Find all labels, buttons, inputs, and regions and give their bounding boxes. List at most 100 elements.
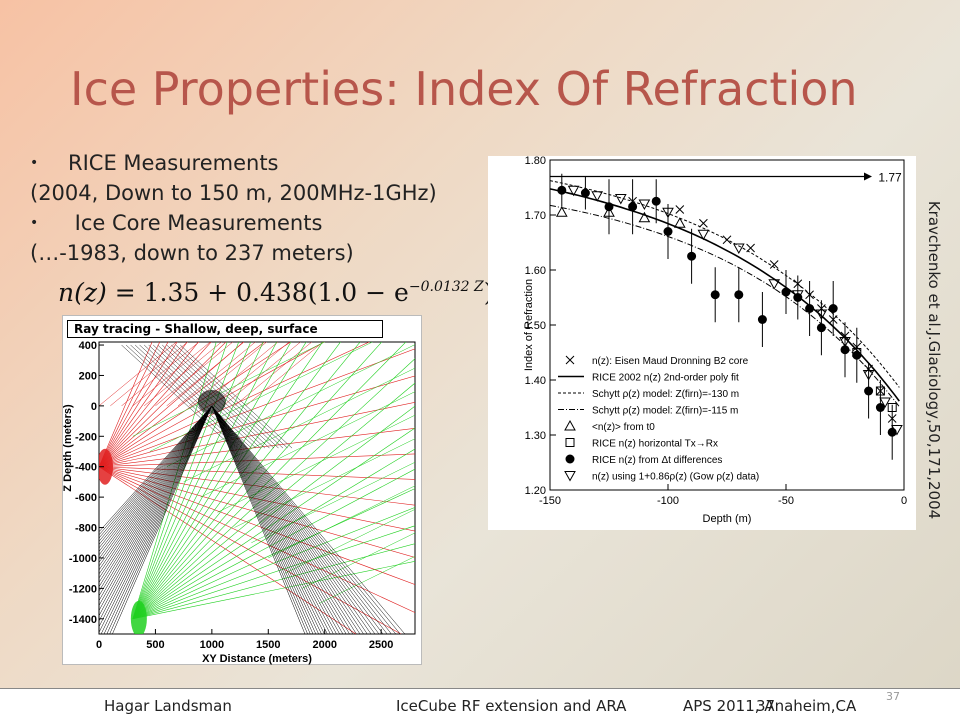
y-tick-label: 1.40 <box>525 375 546 387</box>
ray-surface <box>211 405 325 634</box>
ray-deep <box>132 342 383 619</box>
point-dt <box>875 403 885 412</box>
ray-shallow <box>177 342 256 407</box>
legend-label: <n(z)> from t0 <box>592 422 655 433</box>
formula-lhs: n(z) <box>58 278 107 307</box>
ray-surface <box>103 405 213 634</box>
ray-shallow <box>99 342 161 467</box>
bullet-subtext: (2004, Down to 150 m, 200MHz-1GHz) <box>30 181 437 205</box>
y-tick-label: 1.80 <box>525 156 546 167</box>
point-eisen <box>628 196 637 206</box>
ray-surface <box>99 405 213 602</box>
x-axis-label: XY Distance (meters) <box>202 653 312 665</box>
point-gow <box>638 199 651 211</box>
legend-label: Schytt ρ(z) model: Z(firn)=-130 m <box>592 389 739 400</box>
ray-surface <box>99 405 213 583</box>
legend-label: n(z): Eisen Maud Dronning B2 core <box>592 356 749 367</box>
bullet-item: • RICE Measurements (2004, Down to 150 m,… <box>30 148 437 208</box>
bullet-text: RICE Measurements <box>68 151 279 175</box>
ray-tracing-title: Ray tracing - Shallow, deep, surface <box>67 320 383 338</box>
curve-schytt-115 <box>549 204 900 408</box>
ray-surface <box>99 405 213 622</box>
legend-label: n(z) using 1+0.86ρ(z) (Gow ρ(z) data) <box>592 472 759 483</box>
ray-deep <box>132 427 415 620</box>
point-gow <box>732 243 745 255</box>
ray-surface <box>211 405 328 634</box>
curve-schytt-130 <box>549 180 900 388</box>
legend-symbol <box>564 419 576 431</box>
ray-surface <box>99 405 213 628</box>
ray-deep <box>132 342 361 619</box>
ray-deep <box>132 382 415 620</box>
point-gow <box>591 191 604 202</box>
ray-deep <box>132 342 217 619</box>
point-dt <box>781 287 791 297</box>
ray-shallow <box>99 342 244 467</box>
ray-surface <box>211 405 364 634</box>
legend-symbol <box>565 438 575 447</box>
y-tick-label: 1.70 <box>525 210 546 222</box>
ray-deep <box>132 342 323 619</box>
point-dt <box>864 386 874 396</box>
ray-surface <box>134 344 248 449</box>
y-tick-label: -600 <box>75 492 97 504</box>
ray-deep <box>251 461 415 543</box>
point-eisen <box>840 331 850 341</box>
x-tick-label: 1500 <box>256 639 280 651</box>
ray-surface <box>211 405 388 634</box>
x-tick-label: 0 <box>96 639 102 651</box>
ray-surface <box>99 405 213 536</box>
y-tick-label: 1.30 <box>525 430 546 442</box>
point-eisen <box>793 279 803 289</box>
legend-symbol <box>565 454 575 464</box>
ray-surface <box>99 405 213 575</box>
point-gow <box>768 279 781 290</box>
ray-shallow <box>99 466 415 532</box>
ray-deep <box>132 405 415 620</box>
ray-surface <box>99 405 213 617</box>
point-eisen <box>746 243 755 253</box>
point-eisen <box>699 218 708 228</box>
point-t0 <box>673 217 686 228</box>
ray-surface <box>99 405 213 542</box>
x-tick-label: 500 <box>146 639 164 651</box>
x-tick-label: -50 <box>778 495 794 507</box>
point-horizontal <box>887 403 897 412</box>
ray-shallow <box>99 342 227 467</box>
y-tick-label: -1400 <box>69 614 97 626</box>
ray-deep <box>132 468 415 620</box>
ray-deep <box>132 543 415 620</box>
ray-deep <box>132 342 277 619</box>
y-tick-label: 1.20 <box>525 485 546 497</box>
y-axis-label: Z Depth (meters) <box>63 404 74 492</box>
y-tick-label: -200 <box>75 431 97 443</box>
ray-shallow <box>211 342 290 407</box>
ray-surface <box>211 405 347 634</box>
ray-surface <box>99 405 213 560</box>
ray-shallow <box>99 402 415 468</box>
ray-surface <box>125 344 239 449</box>
ray-surface <box>99 405 213 552</box>
ray-deep <box>132 507 415 620</box>
ray-surface <box>99 405 213 588</box>
ray-surface <box>211 405 344 634</box>
point-dt <box>580 188 590 198</box>
point-gow <box>614 194 627 205</box>
ray-shallow <box>99 466 357 634</box>
ray-surface <box>211 405 397 634</box>
ray-surface <box>211 405 406 634</box>
ray-shallow <box>166 342 245 407</box>
y-axis-label: Index of Refraction <box>523 279 535 371</box>
ray-surface <box>99 405 213 611</box>
ray-surface <box>99 405 213 556</box>
point-eisen <box>864 364 873 374</box>
bullet-item: • Ice Core Measurements (…-1983, down to… <box>30 208 437 268</box>
ray-deep <box>132 561 415 620</box>
point-t0 <box>555 206 568 217</box>
ray-surface <box>99 405 213 539</box>
ray-surface <box>211 405 380 634</box>
ray-tracing-svg: 0 500 1000 1500 2000 25004002000-200-400-600-… <box>62 340 416 665</box>
ray-deep <box>268 485 415 559</box>
ray-surface <box>211 405 334 634</box>
point-gow <box>791 290 804 301</box>
